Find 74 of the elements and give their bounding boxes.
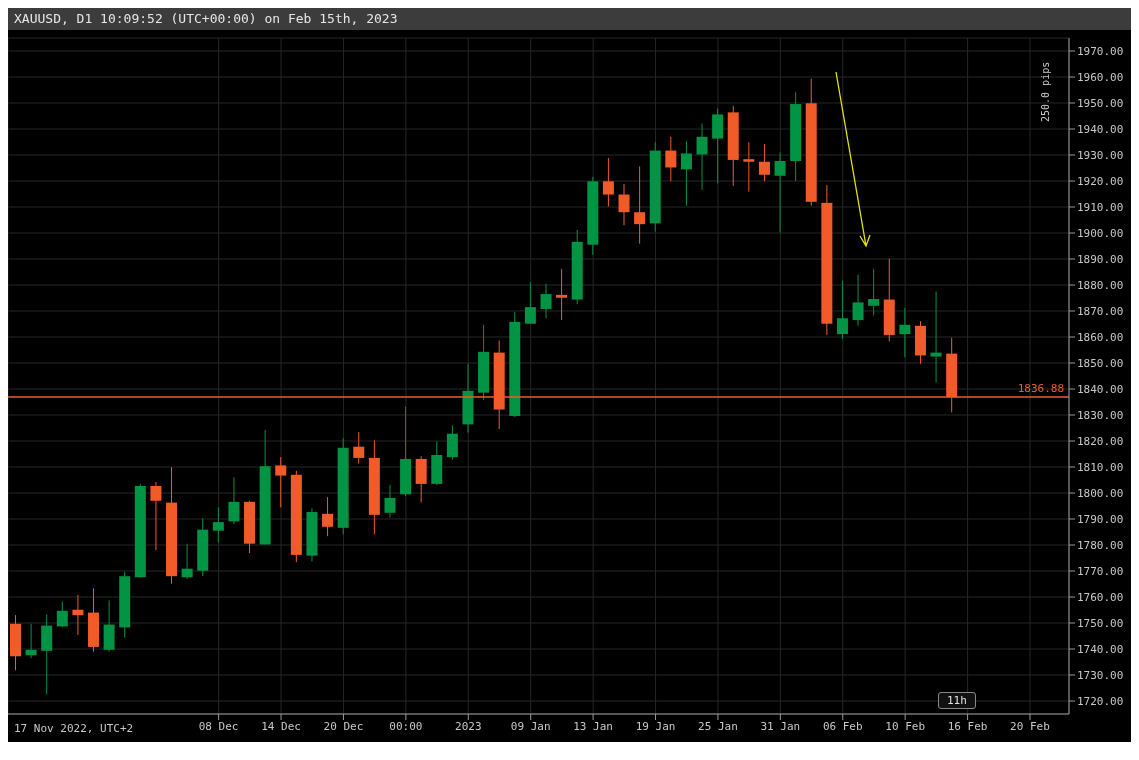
y-tick-label: 1800.00 bbox=[1077, 486, 1124, 500]
candlestick bbox=[852, 274, 864, 327]
y-tick-label: 1920.00 bbox=[1077, 174, 1124, 188]
candlestick bbox=[743, 141, 755, 193]
candlestick bbox=[353, 431, 365, 465]
candlestick bbox=[446, 424, 458, 461]
x-tick-label: 09 Jan bbox=[510, 719, 551, 733]
y-tick-label: 1970.00 bbox=[1077, 44, 1124, 58]
candlestick bbox=[322, 496, 334, 537]
candlestick bbox=[680, 140, 692, 207]
candlestick bbox=[540, 283, 552, 319]
x-tick-label: 10 Feb bbox=[885, 719, 926, 733]
candlestick bbox=[930, 291, 942, 383]
y-tick-label: 1930.00 bbox=[1077, 148, 1124, 162]
y-tick-label: 1870.00 bbox=[1077, 304, 1124, 318]
x-tick-label: 25 Jan bbox=[698, 719, 738, 733]
candlestick bbox=[56, 600, 68, 628]
annotation: 11h bbox=[938, 692, 976, 709]
candlestick bbox=[899, 307, 911, 358]
x-tick-label: 19 Jan bbox=[635, 719, 676, 733]
y-tick-label: 1760.00 bbox=[1077, 590, 1124, 604]
ref-line-label: 1836.88 bbox=[1017, 382, 1064, 396]
candlestick bbox=[150, 481, 162, 551]
x-tick-label: 20 Feb bbox=[1010, 719, 1050, 733]
candlestick bbox=[836, 280, 848, 340]
y-tick-label: 1860.00 bbox=[1077, 330, 1124, 344]
x-tick-label: 00:00 bbox=[389, 719, 423, 733]
candlestick bbox=[618, 183, 630, 226]
candlestick bbox=[665, 136, 677, 182]
candlestick bbox=[212, 506, 224, 544]
y-tick-label: 1790.00 bbox=[1077, 512, 1124, 526]
y-tick-label: 1820.00 bbox=[1077, 434, 1124, 448]
y-tick-label: 1950.00 bbox=[1077, 96, 1124, 110]
y-tick-label: 1890.00 bbox=[1077, 252, 1124, 266]
y-tick-label: 1850.00 bbox=[1077, 356, 1124, 370]
candlestick bbox=[868, 268, 880, 316]
y-tick-label: 1830.00 bbox=[1077, 408, 1124, 422]
candlestick bbox=[696, 123, 708, 191]
y-tick-label: 1880.00 bbox=[1077, 278, 1124, 292]
y-tick-label: 1730.00 bbox=[1077, 668, 1124, 682]
candlestick bbox=[25, 623, 37, 659]
y-tick-label: 1940.00 bbox=[1077, 122, 1124, 136]
candlestick bbox=[758, 143, 770, 182]
candlestick bbox=[384, 484, 396, 518]
x-tick-label: 14 Dec bbox=[261, 719, 301, 733]
candlestick bbox=[556, 268, 568, 321]
y-tick-label: 1720.00 bbox=[1077, 694, 1124, 708]
y-tick-label: 1910.00 bbox=[1077, 200, 1124, 214]
candlestick bbox=[524, 281, 536, 325]
candlestick bbox=[228, 476, 240, 525]
chart-title: XAUUSD, D1 10:09:52 (UTC+00:00) on Feb 15th, 2023 bbox=[8, 8, 1131, 30]
candlestick bbox=[181, 543, 193, 580]
y-tick-label: 1900.00 bbox=[1077, 226, 1124, 240]
text: 17 Nov 2022, UTC+2 bbox=[12, 720, 136, 737]
x-tick-label: 13 Jan bbox=[573, 719, 613, 733]
y-tick-label: 1960.00 bbox=[1077, 70, 1124, 84]
y-tick-label: 1740.00 bbox=[1077, 642, 1124, 656]
y-tick-label: 1840.00 bbox=[1077, 382, 1124, 396]
y-tick-label: 1770.00 bbox=[1077, 564, 1124, 578]
candlestick bbox=[774, 151, 786, 233]
y-tick-label: 1810.00 bbox=[1077, 460, 1124, 474]
candlestick bbox=[602, 157, 614, 207]
x-tick-label: 2023 bbox=[455, 719, 482, 733]
x-tick-label: 31 Jan bbox=[760, 719, 801, 733]
candlestick bbox=[634, 165, 646, 245]
y-tick-label: 1780.00 bbox=[1077, 538, 1124, 552]
candlestick bbox=[275, 456, 287, 508]
x-tick-label: 20 Dec bbox=[323, 719, 364, 733]
x-tick-label: 08 Dec bbox=[198, 719, 239, 733]
x-tick-label: 16 Feb bbox=[947, 719, 988, 733]
y-tick-label: 1750.00 bbox=[1077, 616, 1124, 630]
x-tick-label: 06 Feb bbox=[822, 719, 863, 733]
candlestick bbox=[72, 594, 84, 636]
annotation: 250.0 pips bbox=[1040, 61, 1051, 122]
